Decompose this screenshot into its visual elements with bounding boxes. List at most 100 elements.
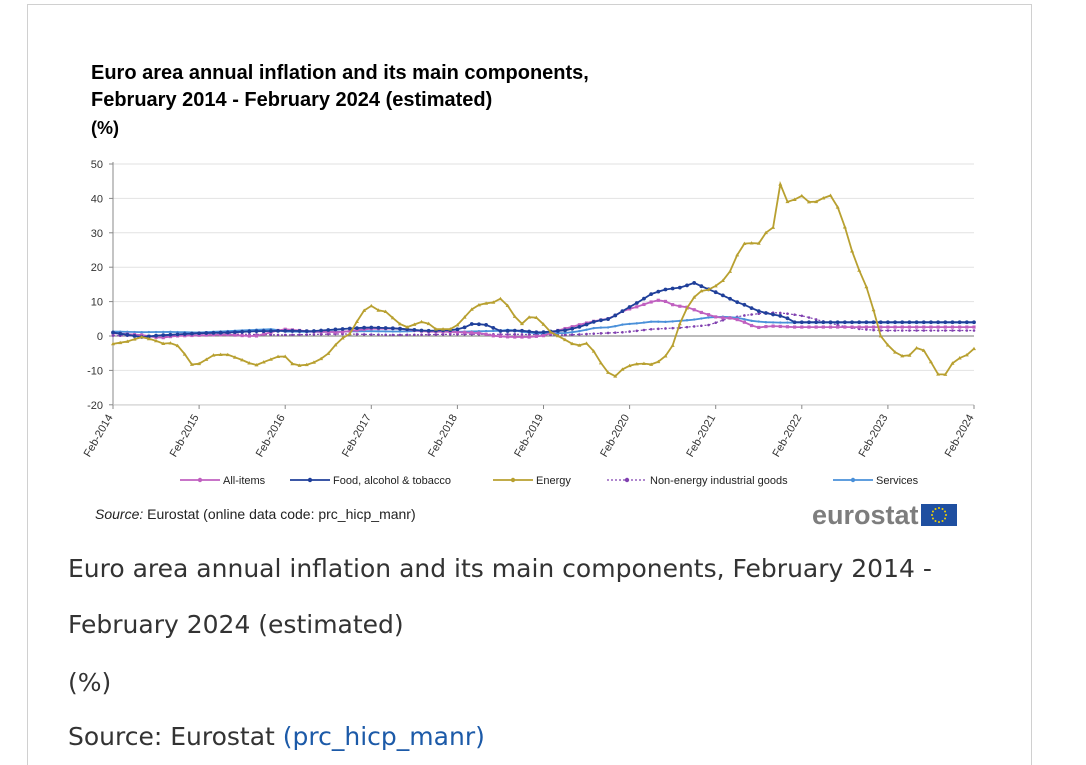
point-non-energy-industrial-goods: [563, 333, 567, 337]
point-food-alcohol-tobacco: [541, 330, 546, 335]
point-services: [126, 330, 129, 334]
chart-title-line1: Euro area annual inflation and its main …: [91, 62, 589, 84]
eu-flag-icon: [920, 504, 957, 526]
point-all-items: [749, 323, 754, 328]
point-energy: [498, 296, 503, 301]
x-tick-label: Feb-2024: [943, 413, 977, 460]
point-food-alcohol-tobacco: [498, 329, 503, 333]
y-tick-label: 40: [91, 193, 103, 205]
point-non-energy-industrial-goods: [649, 327, 653, 331]
point-energy: [254, 362, 259, 367]
point-services: [606, 326, 610, 329]
point-all-items: [828, 325, 833, 329]
point-services: [621, 323, 624, 326]
point-energy: [362, 308, 367, 312]
point-energy: [577, 343, 582, 347]
point-energy: [641, 361, 646, 366]
point-energy: [118, 340, 123, 345]
point-food-alcohol-tobacco: [383, 326, 388, 330]
y-tick-label: -10: [87, 365, 103, 377]
point-food-alcohol-tobacco: [225, 330, 230, 335]
legend-marker-all-items: [197, 477, 203, 483]
point-all-items: [728, 316, 732, 320]
point-energy: [405, 325, 410, 329]
point-all-items: [886, 325, 890, 329]
point-energy: [333, 342, 338, 347]
point-food-alcohol-tobacco: [685, 283, 689, 288]
point-non-energy-industrial-goods: [642, 328, 646, 332]
point-food-alcohol-tobacco: [670, 286, 675, 291]
point-all-items: [915, 325, 919, 329]
point-services: [578, 329, 581, 333]
point-food-alcohol-tobacco: [154, 333, 158, 338]
point-all-items: [735, 317, 739, 322]
point-all-items: [190, 333, 194, 338]
point-food-alcohol-tobacco: [412, 328, 417, 332]
point-non-energy-industrial-goods: [606, 331, 610, 335]
point-energy: [591, 349, 596, 353]
point-energy: [369, 303, 374, 308]
point-non-energy-industrial-goods: [778, 311, 782, 315]
point-services: [750, 319, 753, 323]
point-energy: [663, 354, 668, 358]
source-link[interactable]: (prc_hicp_manr): [282, 722, 485, 751]
point-food-alcohol-tobacco: [807, 320, 811, 325]
point-food-alcohol-tobacco: [649, 292, 654, 296]
point-all-items: [821, 325, 825, 329]
point-non-energy-industrial-goods: [427, 333, 431, 336]
point-services: [642, 321, 646, 324]
point-food-alcohol-tobacco: [634, 301, 639, 305]
point-services: [692, 318, 696, 321]
point-non-energy-industrial-goods: [291, 333, 294, 337]
point-energy: [519, 321, 524, 326]
caption-unit: (%): [68, 668, 112, 697]
point-services: [764, 321, 768, 324]
point-food-alcohol-tobacco: [814, 320, 819, 325]
eu-flag-star: [930, 514, 933, 516]
point-energy: [649, 362, 654, 366]
y-tick-label: 20: [91, 262, 103, 274]
point-energy: [304, 362, 309, 367]
point-all-items: [513, 335, 517, 339]
point-food-alcohol-tobacco: [886, 320, 890, 325]
point-energy: [950, 361, 955, 365]
point-non-energy-industrial-goods: [384, 333, 387, 337]
point-food-alcohol-tobacco: [469, 322, 474, 326]
point-energy: [656, 359, 661, 364]
chart-unit: (%): [91, 118, 119, 138]
point-all-items: [233, 333, 237, 337]
point-food-alcohol-tobacco: [778, 314, 783, 318]
point-food-alcohol-tobacco: [620, 309, 625, 314]
point-food-alcohol-tobacco: [182, 332, 187, 336]
point-energy: [297, 363, 302, 367]
point-non-energy-industrial-goods: [506, 332, 509, 336]
point-energy: [850, 249, 855, 253]
point-energy: [907, 353, 912, 357]
point-energy: [211, 353, 216, 357]
point-all-items: [477, 331, 481, 335]
point-all-items: [348, 329, 352, 333]
point-non-energy-industrial-goods: [664, 327, 667, 330]
point-all-items: [333, 330, 338, 334]
eu-flag-star: [941, 507, 944, 510]
point-energy: [713, 283, 718, 288]
caption-source-prefix: Source: Eurostat: [68, 722, 283, 751]
point-non-energy-industrial-goods: [513, 333, 517, 336]
point-food-alcohol-tobacco: [268, 329, 273, 333]
point-energy: [455, 322, 460, 327]
x-tick-label: Feb-2021: [684, 413, 718, 460]
point-non-energy-industrial-goods: [721, 318, 725, 322]
point-all-items: [793, 325, 797, 329]
point-non-energy-industrial-goods: [814, 318, 818, 321]
point-all-items: [161, 336, 165, 340]
content-frame: [27, 4, 1032, 765]
point-all-items: [678, 304, 682, 308]
point-food-alcohol-tobacco: [240, 329, 245, 334]
point-non-energy-industrial-goods: [915, 329, 918, 332]
point-all-items: [541, 334, 546, 338]
legend-label-non-energy-industrial-goods: Non-energy industrial goods: [650, 475, 788, 487]
point-food-alcohol-tobacco: [857, 320, 862, 325]
point-all-items: [635, 305, 639, 309]
point-all-items: [470, 331, 474, 335]
point-non-energy-industrial-goods: [599, 332, 603, 335]
